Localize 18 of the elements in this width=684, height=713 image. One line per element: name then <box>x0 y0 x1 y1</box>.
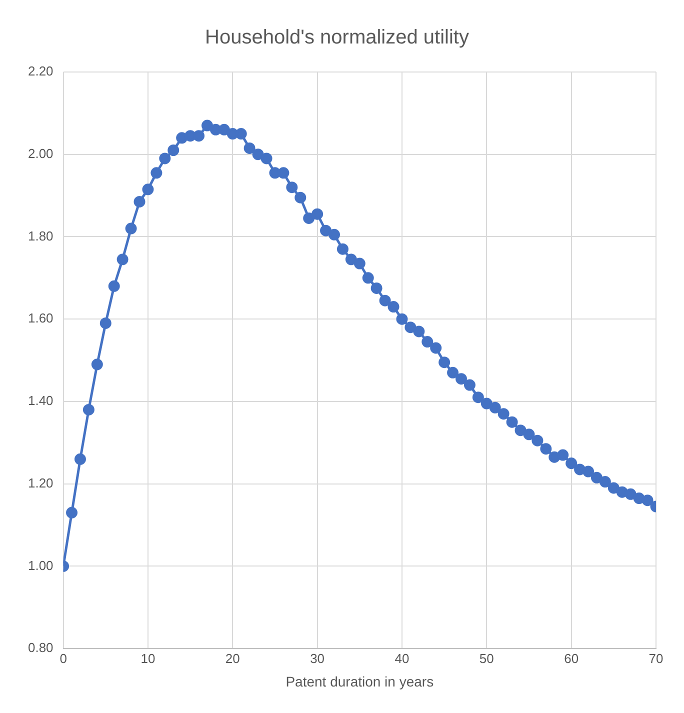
y-tick-label: 1.20 <box>28 475 54 490</box>
x-tick-label: 20 <box>225 650 240 666</box>
y-tick-label: 1.60 <box>28 310 54 326</box>
x-tick-label: 10 <box>140 650 156 666</box>
x-tick-label: 30 <box>310 650 325 666</box>
x-axis-title: Patent duration in years <box>286 673 434 690</box>
x-tick-label: 40 <box>394 650 410 666</box>
y-tick-label: 1.00 <box>28 558 54 573</box>
x-tick-label: 50 <box>479 650 494 666</box>
chart-title: Household's normalized utility <box>205 26 469 49</box>
y-tick-label: 0.80 <box>28 640 54 656</box>
y-tick-label: 2.00 <box>28 146 54 161</box>
y-tick-label: 1.40 <box>28 393 54 408</box>
y-tick-label: 2.20 <box>28 64 54 79</box>
x-tick-label: 0 <box>60 650 67 666</box>
x-tick-label: 60 <box>564 650 579 666</box>
x-tick-label: 70 <box>648 650 664 666</box>
y-tick-label: 1.80 <box>28 228 54 244</box>
